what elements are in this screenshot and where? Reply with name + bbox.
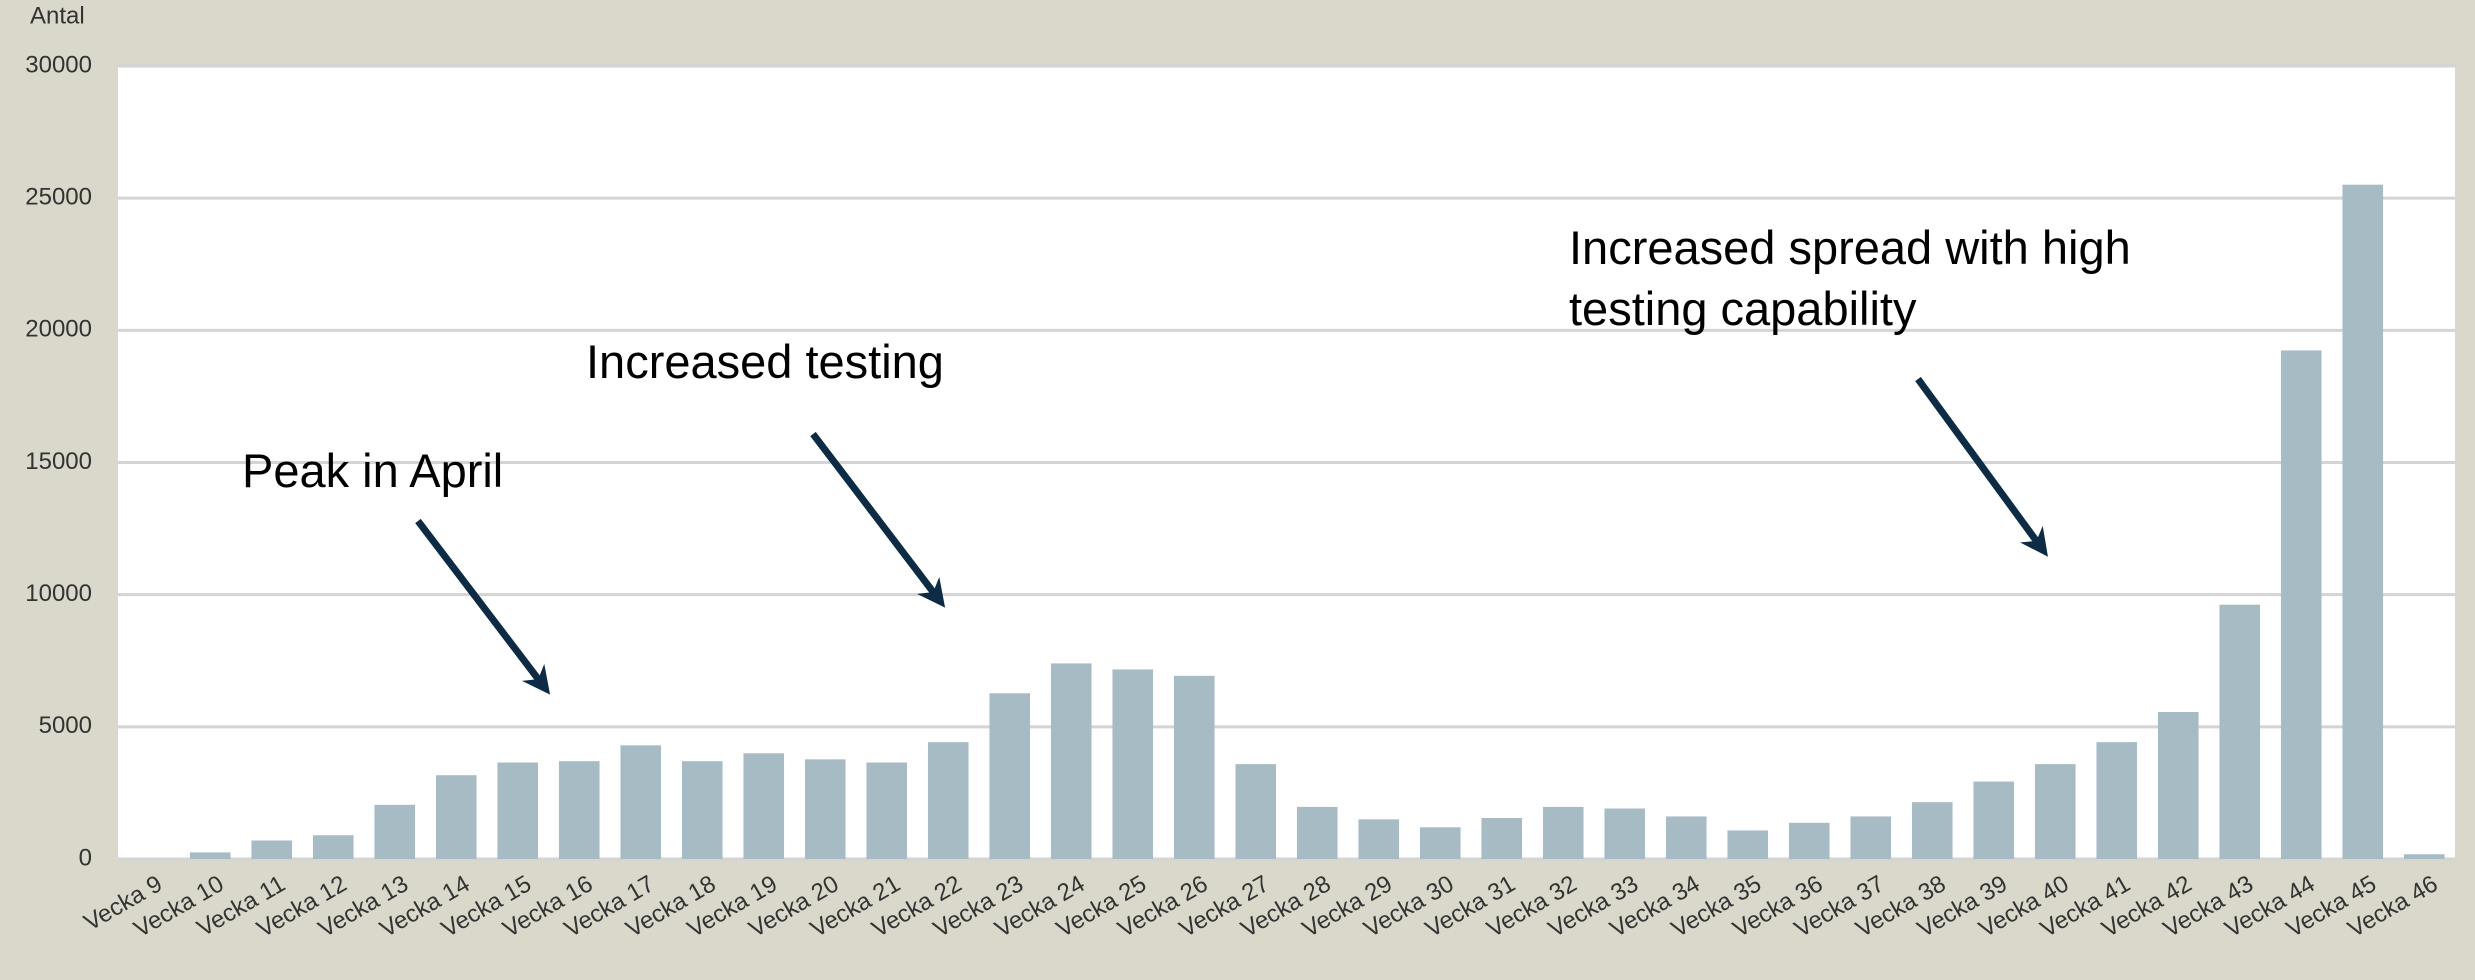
y-tick-label: 5000 <box>39 712 92 739</box>
annotation-line: Peak in April <box>242 444 503 497</box>
bar <box>1973 781 2015 859</box>
y-tick-label: 25000 <box>25 184 92 211</box>
bar <box>743 753 785 859</box>
bar <box>1050 663 1092 859</box>
bar <box>2280 350 2322 859</box>
bar <box>1850 816 1892 859</box>
bar <box>312 835 354 859</box>
bar <box>1911 802 1953 859</box>
bar <box>1481 818 1523 859</box>
y-tick-label: 15000 <box>25 448 92 475</box>
bar <box>620 745 662 859</box>
y-tick-label: 0 <box>79 844 92 871</box>
arrow <box>810 431 946 608</box>
y-tick-label: 30000 <box>25 51 92 78</box>
annotations: Peak in April Increased testing Increased … <box>242 221 2131 695</box>
bar <box>1788 822 1830 859</box>
annotation-line: Increased testing <box>586 335 944 388</box>
arrow <box>415 518 551 695</box>
bar <box>2034 764 2076 859</box>
bar <box>1358 819 1400 859</box>
y-axis-label: Antal <box>30 2 85 29</box>
annotation-line: Increased spread with high <box>1569 221 2131 274</box>
bar <box>1419 827 1461 859</box>
arrow <box>1915 376 2048 557</box>
bar <box>374 804 416 859</box>
bar <box>1542 806 1584 859</box>
y-tick-label: 20000 <box>25 316 92 343</box>
bar <box>2096 742 2138 859</box>
bar <box>2403 854 2445 859</box>
bar <box>1604 808 1646 859</box>
bar <box>435 775 477 859</box>
bar <box>1727 830 1769 859</box>
bar <box>804 759 846 859</box>
bar <box>989 693 1031 859</box>
annotation-line: testing capability <box>1569 282 1917 335</box>
bar <box>681 761 723 859</box>
bar <box>1112 669 1154 859</box>
bar <box>2157 712 2199 859</box>
bar <box>558 761 600 859</box>
bar <box>1296 806 1338 859</box>
bar <box>866 762 908 859</box>
bars <box>189 184 2445 859</box>
bar <box>251 840 293 859</box>
bar <box>1173 675 1215 859</box>
bar <box>1665 816 1707 859</box>
bar <box>927 742 969 859</box>
bar <box>2219 604 2261 859</box>
bar <box>189 852 231 859</box>
annotation: Increased spread with high testing capabi… <box>1569 221 2131 335</box>
annotation: Increased testing <box>586 335 944 388</box>
bar <box>497 762 539 859</box>
annotation: Peak in April <box>242 444 503 497</box>
bar <box>1235 764 1277 859</box>
bar <box>2342 184 2384 859</box>
y-tick-label: 10000 <box>25 580 92 607</box>
